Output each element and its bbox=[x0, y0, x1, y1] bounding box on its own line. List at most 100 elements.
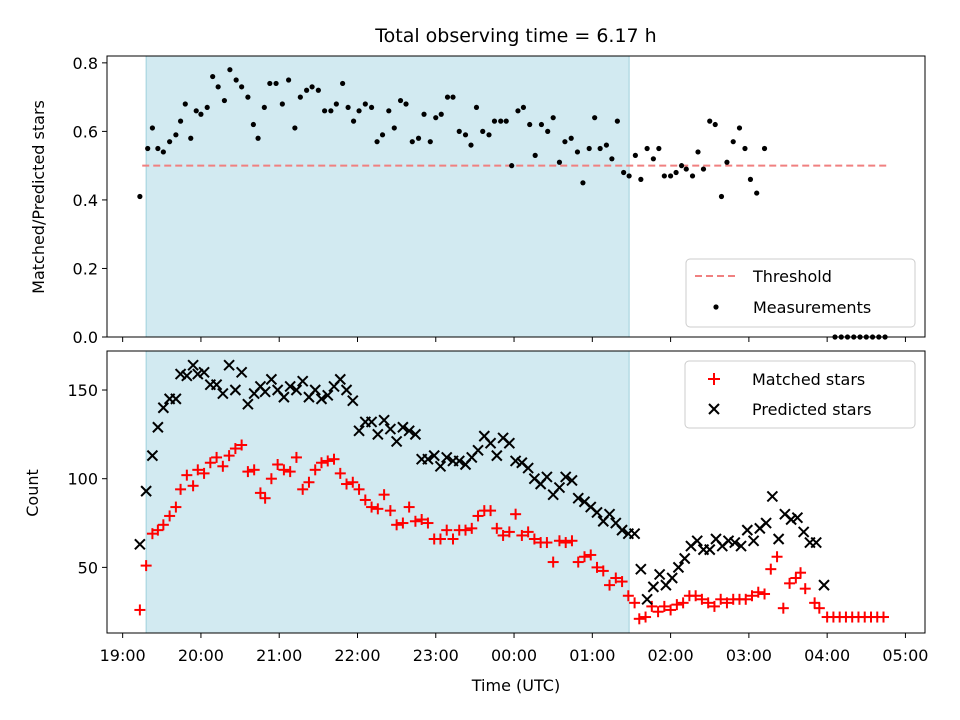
matched-star-point bbox=[604, 579, 616, 591]
measurement-point bbox=[386, 108, 392, 114]
predicted-star-point bbox=[441, 451, 453, 464]
matched-star-point bbox=[652, 606, 664, 618]
measurement-point bbox=[480, 128, 486, 134]
measurement-point bbox=[747, 176, 754, 182]
measurement-point bbox=[204, 104, 210, 111]
measurement-point bbox=[145, 145, 151, 152]
measurement-point bbox=[538, 121, 545, 128]
bottom-x-tick-label: 02:00 bbox=[648, 646, 694, 665]
legend-matched-swatch bbox=[708, 373, 720, 385]
predicted-star-point bbox=[553, 481, 566, 494]
measurement-point bbox=[532, 152, 538, 158]
matched-star-point bbox=[658, 600, 670, 612]
matched-star-point bbox=[572, 556, 584, 568]
legend-matched-label: Matched stars bbox=[752, 370, 865, 389]
measurement-point bbox=[486, 132, 492, 138]
measurement-point bbox=[297, 94, 303, 100]
top-y-axis: 0.0 0.2 0.4 0.6 0.8 bbox=[73, 54, 107, 347]
bottom-x-tick-label: 22:00 bbox=[334, 646, 380, 665]
matched-star-point bbox=[403, 501, 415, 513]
matched-star-point bbox=[485, 505, 497, 517]
legend-predicted-swatch bbox=[708, 403, 720, 415]
measurement-point bbox=[556, 159, 563, 165]
measurement-point bbox=[614, 118, 620, 124]
measurement-point bbox=[309, 84, 315, 90]
measurement-point bbox=[444, 94, 451, 100]
matched-star-point bbox=[553, 535, 565, 547]
measurement-point bbox=[273, 80, 279, 87]
measurement-point bbox=[304, 87, 310, 93]
matched-star-point bbox=[640, 611, 652, 623]
matched-star-point bbox=[284, 466, 296, 478]
matched-star-point bbox=[759, 588, 771, 600]
measurement-point bbox=[509, 163, 515, 169]
predicted-star-point bbox=[572, 492, 584, 504]
matched-star-point bbox=[708, 600, 720, 612]
predicted-star-point bbox=[628, 527, 641, 540]
bottom-x-tick-label: 19:00 bbox=[100, 646, 146, 665]
predicted-star-point bbox=[591, 506, 603, 519]
matched-star-point bbox=[322, 455, 334, 467]
measurement-point bbox=[137, 193, 143, 200]
matched-star-point bbox=[211, 451, 223, 463]
measurement-point bbox=[340, 80, 346, 87]
matched-star-point bbox=[622, 590, 634, 602]
matched-star-point bbox=[140, 560, 152, 572]
matched-star-point bbox=[528, 533, 540, 545]
predicted-star-point bbox=[223, 359, 235, 371]
predicted-star-point bbox=[797, 526, 810, 538]
measurement-point bbox=[450, 94, 456, 100]
predicted-star-point bbox=[453, 455, 465, 467]
measurement-point bbox=[498, 118, 504, 124]
matched-star-point bbox=[265, 473, 277, 485]
measurement-point bbox=[239, 84, 245, 90]
matched-star-point bbox=[152, 524, 164, 536]
predicted-star-point bbox=[541, 471, 553, 483]
predicted-star-point bbox=[229, 384, 242, 396]
matched-star-point bbox=[217, 460, 229, 472]
measurement-point bbox=[188, 135, 194, 141]
bottom-y-tick-label: 150 bbox=[67, 381, 98, 400]
predicted-star-point bbox=[566, 474, 578, 487]
bottom-panel: 50 100 150 19:00 20:00 21:00 22:00 23:00 00:00 0… bbox=[23, 350, 928, 695]
predicted-star-point bbox=[403, 425, 415, 437]
measurement-point bbox=[233, 77, 239, 83]
predicted-star-point bbox=[265, 373, 278, 386]
matched-star-point bbox=[665, 604, 677, 616]
measurement-point bbox=[520, 104, 527, 111]
matched-star-point bbox=[629, 597, 641, 609]
matched-star-point bbox=[378, 489, 390, 501]
predicted-star-point bbox=[616, 524, 628, 536]
measurement-point bbox=[545, 128, 551, 134]
matched-star-point bbox=[591, 561, 603, 573]
measurement-point bbox=[761, 145, 768, 152]
matched-star-point bbox=[702, 597, 714, 609]
matched-star-point bbox=[460, 524, 472, 536]
predicted-star-point bbox=[641, 593, 653, 606]
measurement-point bbox=[683, 166, 689, 172]
bottom-legend-box bbox=[684, 360, 916, 429]
measurement-point bbox=[515, 108, 521, 114]
matched-star-point bbox=[597, 565, 609, 577]
predicted-star-point bbox=[559, 471, 572, 483]
measurement-point bbox=[650, 156, 656, 162]
legend-threshold-label: Threshold bbox=[752, 267, 832, 286]
measurement-point bbox=[415, 135, 422, 141]
predicted-star-point bbox=[340, 384, 353, 396]
predicted-star-point bbox=[152, 421, 164, 433]
matched-star-point bbox=[740, 593, 752, 605]
predicted-star-point bbox=[322, 389, 334, 402]
predicted-star-point bbox=[198, 366, 210, 378]
matched-star-point bbox=[409, 515, 421, 527]
measurement-point bbox=[638, 176, 644, 182]
measurement-point bbox=[397, 97, 404, 104]
measurement-point bbox=[221, 97, 228, 104]
matched-star-point bbox=[303, 476, 315, 488]
measurement-point bbox=[350, 118, 357, 124]
predicted-star-point bbox=[140, 485, 152, 497]
matched-star-point bbox=[677, 597, 689, 609]
matched-star-point bbox=[560, 537, 572, 549]
measurement-point bbox=[322, 108, 328, 114]
predicted-star-point bbox=[390, 435, 403, 448]
measurement-point bbox=[527, 121, 533, 128]
